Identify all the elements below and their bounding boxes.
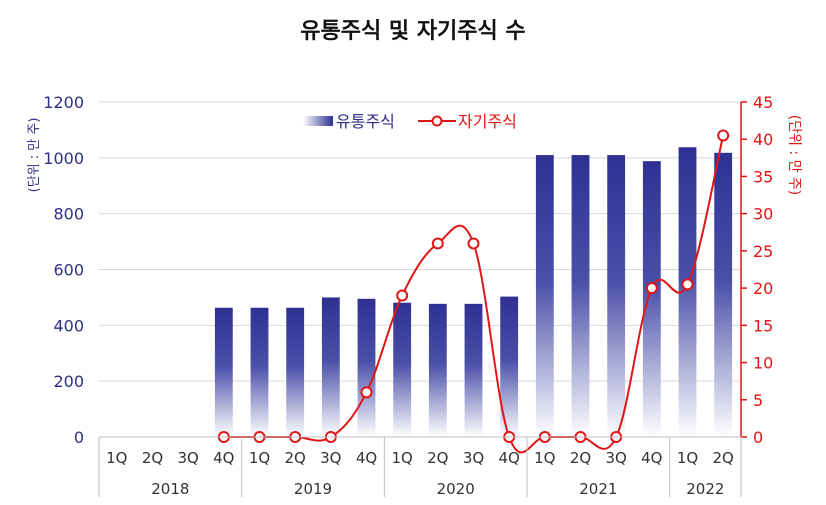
legend: 유통주식 자기주식 [303,112,517,131]
bar [535,155,554,437]
quarter-label: 1Q [391,449,412,467]
quarter-label: 4Q [641,449,662,467]
line-point [681,278,694,291]
right-tick-label: 5 [753,391,763,410]
left-tick-label: 1000 [43,149,84,168]
legend-line-marker [431,115,443,127]
right-tick-label: 25 [753,242,773,261]
right-tick-label: 35 [753,167,773,186]
right-tick-label: 20 [753,279,773,298]
line-point [360,386,373,399]
bar [393,302,412,437]
quarter-label: 3Q [463,449,484,467]
line-point [467,237,480,250]
left-tick-label: 400 [53,316,84,335]
bar [607,155,626,437]
left-tick-label: 1200 [43,93,84,112]
bar-series [214,147,733,437]
left-tick-label: 800 [53,205,84,224]
quarter-label: 4Q [356,449,377,467]
right-tick-label: 40 [753,130,773,149]
bar [571,155,590,437]
right-tick-label: 10 [753,354,773,373]
year-label: 2020 [437,480,475,498]
gridlines [99,101,741,438]
line-point [396,289,409,302]
left-axis-ticks: 0 200 400 600 800 1000 1200 [43,93,84,447]
left-tick-label: 200 [53,372,84,391]
bar [214,307,233,437]
bar [642,161,661,437]
bar [428,303,447,437]
bar [500,296,519,437]
left-axis-unit-label: (단위 : 만 주) [27,118,42,193]
legend-bar-swatch [303,116,333,126]
bar [714,152,733,437]
quarter-label: 2Q [712,449,733,467]
left-tick-label: 0 [74,428,84,447]
line-point [717,129,730,142]
bar [321,297,340,437]
quarter-label: 2Q [570,449,591,467]
right-tick-label: 15 [753,316,773,335]
bar [678,147,697,437]
legend-line-label: 자기주식 [458,112,517,131]
year-label: 2021 [579,480,617,498]
right-tick-label: 0 [753,428,763,447]
bar [286,307,305,437]
right-tick-label: 45 [753,93,773,112]
left-tick-label: 600 [53,261,84,280]
x-axis: 1Q 2Q 3Q 4Q 1Q 2Q 3Q 4Q 1Q 2Q 3Q 4Q 1Q 2Q 3Q 4Q 1Q 2Q 2018… [98,436,742,498]
right-axis-ticks: 0 5 10 15 20 25 30 35 40 45 [740,93,773,447]
bar [357,298,376,437]
right-tick-label: 30 [753,205,773,224]
quarter-label: 4Q [213,449,234,467]
quarter-label: 4Q [498,449,519,467]
year-label: 2019 [294,480,332,498]
quarter-label: 3Q [320,449,341,467]
chart-title: 유통주식 및 자기주식 수 [300,19,525,44]
right-axis-unit-label: (단위 : 만 주) [786,115,802,196]
quarter-label: 2Q [142,449,163,467]
quarter-label: 1Q [106,449,127,467]
quarter-label: 1Q [677,449,698,467]
year-label: 2022 [686,480,724,498]
bar [464,303,483,437]
year-label: 2018 [151,480,189,498]
quarter-label: 1Q [534,449,555,467]
quarter-label: 3Q [605,449,626,467]
legend-bar-label: 유통주식 [336,112,395,131]
line-point [431,237,444,250]
quarter-label: 2Q [284,449,305,467]
quarter-label: 3Q [177,449,198,467]
bar [250,307,269,437]
line-point [645,282,658,295]
quarter-label: 2Q [427,449,448,467]
quarter-label: 1Q [249,449,270,467]
